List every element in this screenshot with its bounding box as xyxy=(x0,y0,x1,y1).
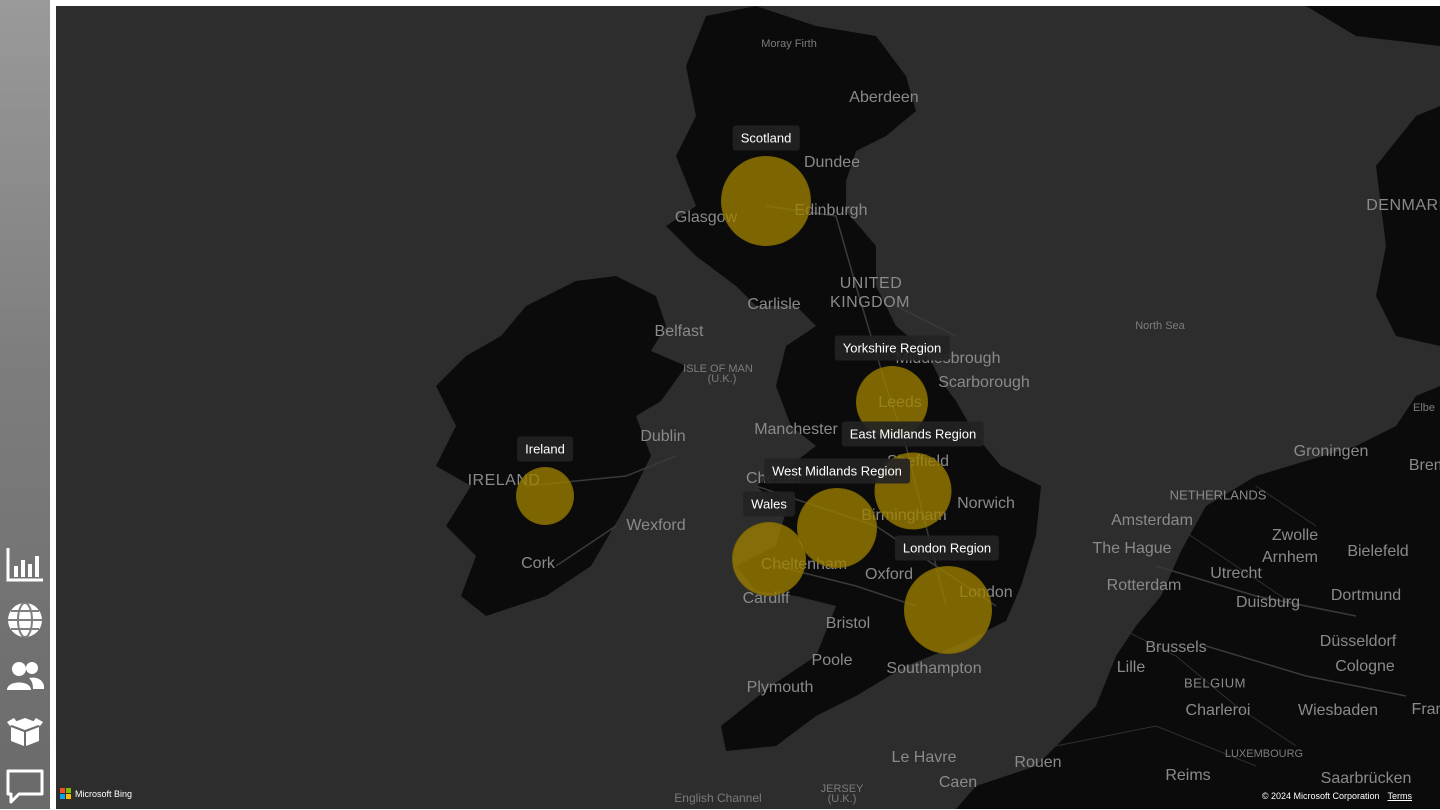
region-label-wales: Wales xyxy=(743,491,795,517)
map-canvas[interactable]: Moray Firth Aberdeen Dundee Edinburgh Gl… xyxy=(56,6,1440,809)
region-bubble-scotland[interactable] xyxy=(721,156,811,246)
users-icon[interactable] xyxy=(0,652,50,700)
sidebar xyxy=(0,0,50,809)
region-bubble-ireland[interactable] xyxy=(516,467,574,525)
map-copyright: © 2024 Microsoft Corporation Terms xyxy=(1262,791,1412,801)
bing-attribution: Microsoft Bing xyxy=(60,788,132,799)
region-label-west-midlands: West Midlands Region xyxy=(764,458,910,484)
region-label-ireland: Ireland xyxy=(517,436,573,462)
region-bubble-london[interactable] xyxy=(904,566,992,654)
terms-link[interactable]: Terms xyxy=(1387,791,1413,801)
chat-icon[interactable] xyxy=(0,762,50,810)
bar-chart-icon[interactable] xyxy=(0,540,50,588)
bing-brand-text: Microsoft Bing xyxy=(75,788,133,799)
region-bubble-wales[interactable] xyxy=(732,522,806,596)
region-label-yorkshire: Yorkshire Region xyxy=(834,335,950,361)
copyright-text: © 2024 Microsoft Corporation xyxy=(1261,791,1380,801)
region-label-east-midlands: East Midlands Region xyxy=(841,421,985,447)
region-bubble-east-midlands[interactable] xyxy=(874,452,952,530)
microsoft-logo-icon xyxy=(60,788,71,799)
region-label-london: London Region xyxy=(894,535,1000,561)
region-label-scotland: Scotland xyxy=(732,125,800,151)
globe-icon[interactable] xyxy=(0,596,50,644)
region-bubble-west-midlands[interactable] xyxy=(797,488,877,568)
box-icon[interactable] xyxy=(0,706,50,754)
